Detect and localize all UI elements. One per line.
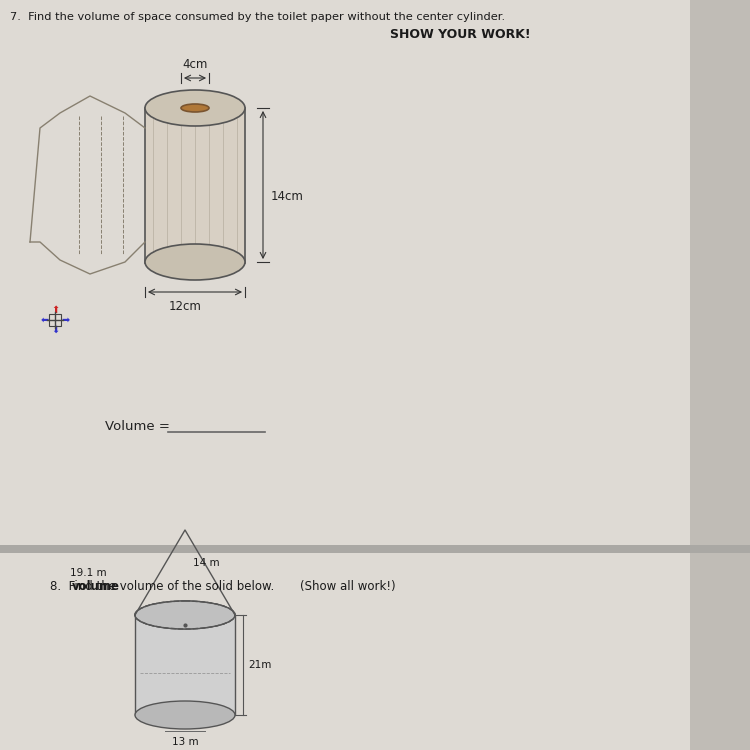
Bar: [49, 314, 61, 326]
Text: 21m: 21m: [248, 660, 272, 670]
Bar: [690, 0, 750, 750]
Text: (Show all work!): (Show all work!): [300, 580, 396, 593]
Text: SHOW YOUR WORK!: SHOW YOUR WORK!: [390, 28, 531, 41]
Ellipse shape: [145, 90, 245, 126]
Bar: [145, 108, 245, 263]
Text: ➡: ➡: [61, 315, 69, 325]
Ellipse shape: [181, 104, 209, 112]
Text: 14 m: 14 m: [193, 558, 220, 568]
Text: 7.  Find the volume of space consumed by the toilet paper without the center cyl: 7. Find the volume of space consumed by …: [10, 12, 506, 22]
Ellipse shape: [135, 701, 235, 729]
Text: volume: volume: [72, 580, 120, 593]
Ellipse shape: [135, 601, 235, 629]
Text: 8.  Find the volume of the solid below.: 8. Find the volume of the solid below.: [50, 580, 274, 593]
Bar: [0, 553, 750, 750]
Text: 4cm: 4cm: [182, 58, 208, 71]
Text: ⬅: ⬅: [41, 315, 49, 325]
Text: ⬆: ⬆: [51, 305, 59, 315]
Bar: [0, 0, 750, 545]
Ellipse shape: [135, 601, 235, 629]
Text: ⬇: ⬇: [51, 325, 59, 335]
Bar: [0, 545, 750, 553]
Text: 12cm: 12cm: [169, 300, 202, 313]
Text: 14cm: 14cm: [271, 190, 304, 203]
Text: 13 m: 13 m: [172, 737, 198, 747]
Bar: [135, 615, 235, 715]
Ellipse shape: [145, 244, 245, 280]
Text: 19.1 m: 19.1 m: [70, 568, 107, 578]
Text: Volume =: Volume =: [105, 420, 174, 433]
